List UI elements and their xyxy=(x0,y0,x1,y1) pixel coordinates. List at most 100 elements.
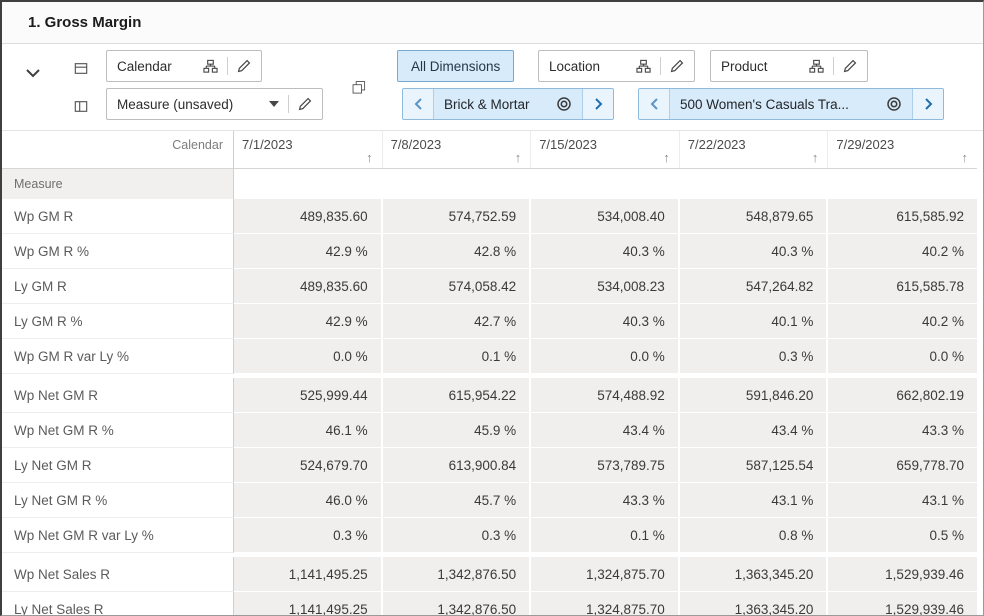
edit-pencil-icon[interactable] xyxy=(298,97,312,111)
collapse-chevron-icon[interactable] xyxy=(20,60,46,86)
data-cell[interactable]: 1,141,495.25 xyxy=(234,592,383,615)
data-cell[interactable]: 574,752.59 xyxy=(382,199,532,234)
edit-pencil-icon[interactable] xyxy=(843,59,857,73)
all-dimensions-button[interactable]: All Dimensions xyxy=(397,50,515,82)
product-previous-icon[interactable] xyxy=(639,89,670,119)
sort-ascending-icon[interactable]: ↑ xyxy=(961,150,969,165)
edit-pencil-icon[interactable] xyxy=(670,59,684,73)
sort-ascending-icon[interactable]: ↑ xyxy=(366,150,373,165)
column-header[interactable]: 7/8/2023 ↑ xyxy=(383,131,532,168)
data-cell[interactable]: 1,342,876.50 xyxy=(382,592,532,615)
data-cell[interactable]: 489,835.60 xyxy=(234,269,383,304)
data-cell[interactable]: 662,802.19 xyxy=(828,378,977,413)
edit-pencil-icon[interactable] xyxy=(237,59,251,73)
frozen-column-icon[interactable] xyxy=(68,93,94,119)
sort-ascending-icon[interactable]: ↑ xyxy=(811,150,819,165)
data-cell[interactable]: 574,488.92 xyxy=(531,378,680,413)
data-cell[interactable]: 0.0 % xyxy=(828,339,977,374)
column-header[interactable]: 7/1/2023 ↑ xyxy=(234,131,383,168)
data-cell[interactable]: 1,324,875.70 xyxy=(531,592,680,615)
data-cell[interactable]: 1,363,345.20 xyxy=(679,557,829,592)
data-cell[interactable]: 45.9 % xyxy=(382,413,532,448)
measure-dropdown[interactable]: Measure (unsaved) xyxy=(106,88,323,120)
position-bullseye-icon[interactable] xyxy=(556,96,572,112)
row-label[interactable]: Wp Net GM R % xyxy=(2,413,234,448)
caret-down-icon[interactable] xyxy=(269,101,279,107)
data-cell[interactable]: 615,585.78 xyxy=(828,269,977,304)
row-label[interactable]: Wp Net GM R xyxy=(2,378,234,413)
swap-axes-icon[interactable] xyxy=(346,74,372,100)
data-cell[interactable]: 42.8 % xyxy=(382,234,532,269)
row-label[interactable]: Ly GM R xyxy=(2,269,234,304)
data-cell[interactable]: 573,789.75 xyxy=(531,448,680,483)
product-next-icon[interactable] xyxy=(912,89,943,119)
data-cell[interactable]: 0.0 % xyxy=(531,339,680,374)
data-cell[interactable]: 615,954.22 xyxy=(382,378,532,413)
data-cell[interactable]: 40.2 % xyxy=(828,234,977,269)
data-cell[interactable]: 45.7 % xyxy=(382,483,532,518)
data-cell[interactable]: 1,529,939.46 xyxy=(828,557,977,592)
data-cell[interactable]: 46.1 % xyxy=(234,413,383,448)
data-cell[interactable]: 40.1 % xyxy=(679,304,829,339)
data-cell[interactable]: 613,900.84 xyxy=(382,448,532,483)
data-cell[interactable]: 1,363,345.20 xyxy=(679,592,829,615)
sort-ascending-icon[interactable]: ↑ xyxy=(663,150,670,165)
data-cell[interactable]: 1,529,939.46 xyxy=(828,592,977,615)
data-cell[interactable]: 43.3 % xyxy=(828,413,977,448)
data-cell[interactable]: 43.4 % xyxy=(679,413,829,448)
data-cell[interactable]: 0.1 % xyxy=(531,518,680,553)
data-cell[interactable]: 0.5 % xyxy=(828,518,977,553)
data-cell[interactable]: 548,879.65 xyxy=(679,199,829,234)
data-cell[interactable]: 0.8 % xyxy=(679,518,829,553)
row-label[interactable]: Ly Net GM R xyxy=(2,448,234,483)
row-label[interactable]: Ly GM R % xyxy=(2,304,234,339)
data-cell[interactable]: 0.3 % xyxy=(234,518,383,553)
row-label[interactable]: Wp GM R xyxy=(2,199,234,234)
column-header[interactable]: 7/29/2023 ↑ xyxy=(828,131,977,168)
data-cell[interactable]: 46.0 % xyxy=(234,483,383,518)
data-cell[interactable]: 547,264.82 xyxy=(679,269,829,304)
data-cell[interactable]: 0.0 % xyxy=(234,339,383,374)
data-cell[interactable]: 524,679.70 xyxy=(234,448,383,483)
data-cell[interactable]: 525,999.44 xyxy=(234,378,383,413)
row-label[interactable]: Wp GM R var Ly % xyxy=(2,339,234,374)
data-cell[interactable]: 43.3 % xyxy=(531,483,680,518)
data-cell[interactable]: 591,846.20 xyxy=(679,378,829,413)
data-cell[interactable]: 0.3 % xyxy=(679,339,829,374)
data-cell[interactable]: 534,008.40 xyxy=(531,199,680,234)
data-cell[interactable]: 40.3 % xyxy=(679,234,829,269)
data-cell[interactable]: 587,125.54 xyxy=(679,448,829,483)
row-label[interactable]: Ly Net Sales R xyxy=(2,592,234,615)
data-cell[interactable]: 43.1 % xyxy=(828,483,977,518)
product-dimension-tile[interactable]: Product xyxy=(710,50,868,82)
data-cell[interactable]: 659,778.70 xyxy=(828,448,977,483)
data-cell[interactable]: 1,342,876.50 xyxy=(382,557,532,592)
data-cell[interactable]: 42.9 % xyxy=(234,304,383,339)
row-label[interactable]: Wp Net GM R var Ly % xyxy=(2,518,234,553)
sort-ascending-icon[interactable]: ↑ xyxy=(514,150,522,165)
data-cell[interactable]: 40.2 % xyxy=(828,304,977,339)
column-header[interactable]: 7/15/2023 ↑ xyxy=(531,131,680,168)
calendar-dimension-tile[interactable]: Calendar xyxy=(106,50,262,82)
row-label[interactable]: Ly Net GM R % xyxy=(2,483,234,518)
data-cell[interactable]: 0.3 % xyxy=(382,518,532,553)
column-header[interactable]: 7/22/2023 ↑ xyxy=(680,131,829,168)
data-cell[interactable]: 0.1 % xyxy=(382,339,532,374)
data-cell[interactable]: 42.9 % xyxy=(234,234,383,269)
row-label[interactable]: Wp GM R % xyxy=(2,234,234,269)
data-cell[interactable]: 489,835.60 xyxy=(234,199,383,234)
location-dimension-tile[interactable]: Location xyxy=(538,50,695,82)
data-cell[interactable]: 42.7 % xyxy=(382,304,532,339)
table-layout-icon[interactable] xyxy=(68,55,94,81)
data-cell[interactable]: 43.4 % xyxy=(531,413,680,448)
data-cell[interactable]: 40.3 % xyxy=(531,304,680,339)
data-cell[interactable]: 1,141,495.25 xyxy=(234,557,383,592)
data-cell[interactable]: 40.3 % xyxy=(531,234,680,269)
data-cell[interactable]: 43.1 % xyxy=(679,483,829,518)
data-cell[interactable]: 534,008.23 xyxy=(531,269,680,304)
data-cell[interactable]: 1,324,875.70 xyxy=(531,557,680,592)
data-cell[interactable]: 574,058.42 xyxy=(382,269,532,304)
position-bullseye-icon[interactable] xyxy=(886,96,902,112)
location-previous-icon[interactable] xyxy=(403,89,434,119)
row-label[interactable]: Wp Net Sales R xyxy=(2,557,234,592)
